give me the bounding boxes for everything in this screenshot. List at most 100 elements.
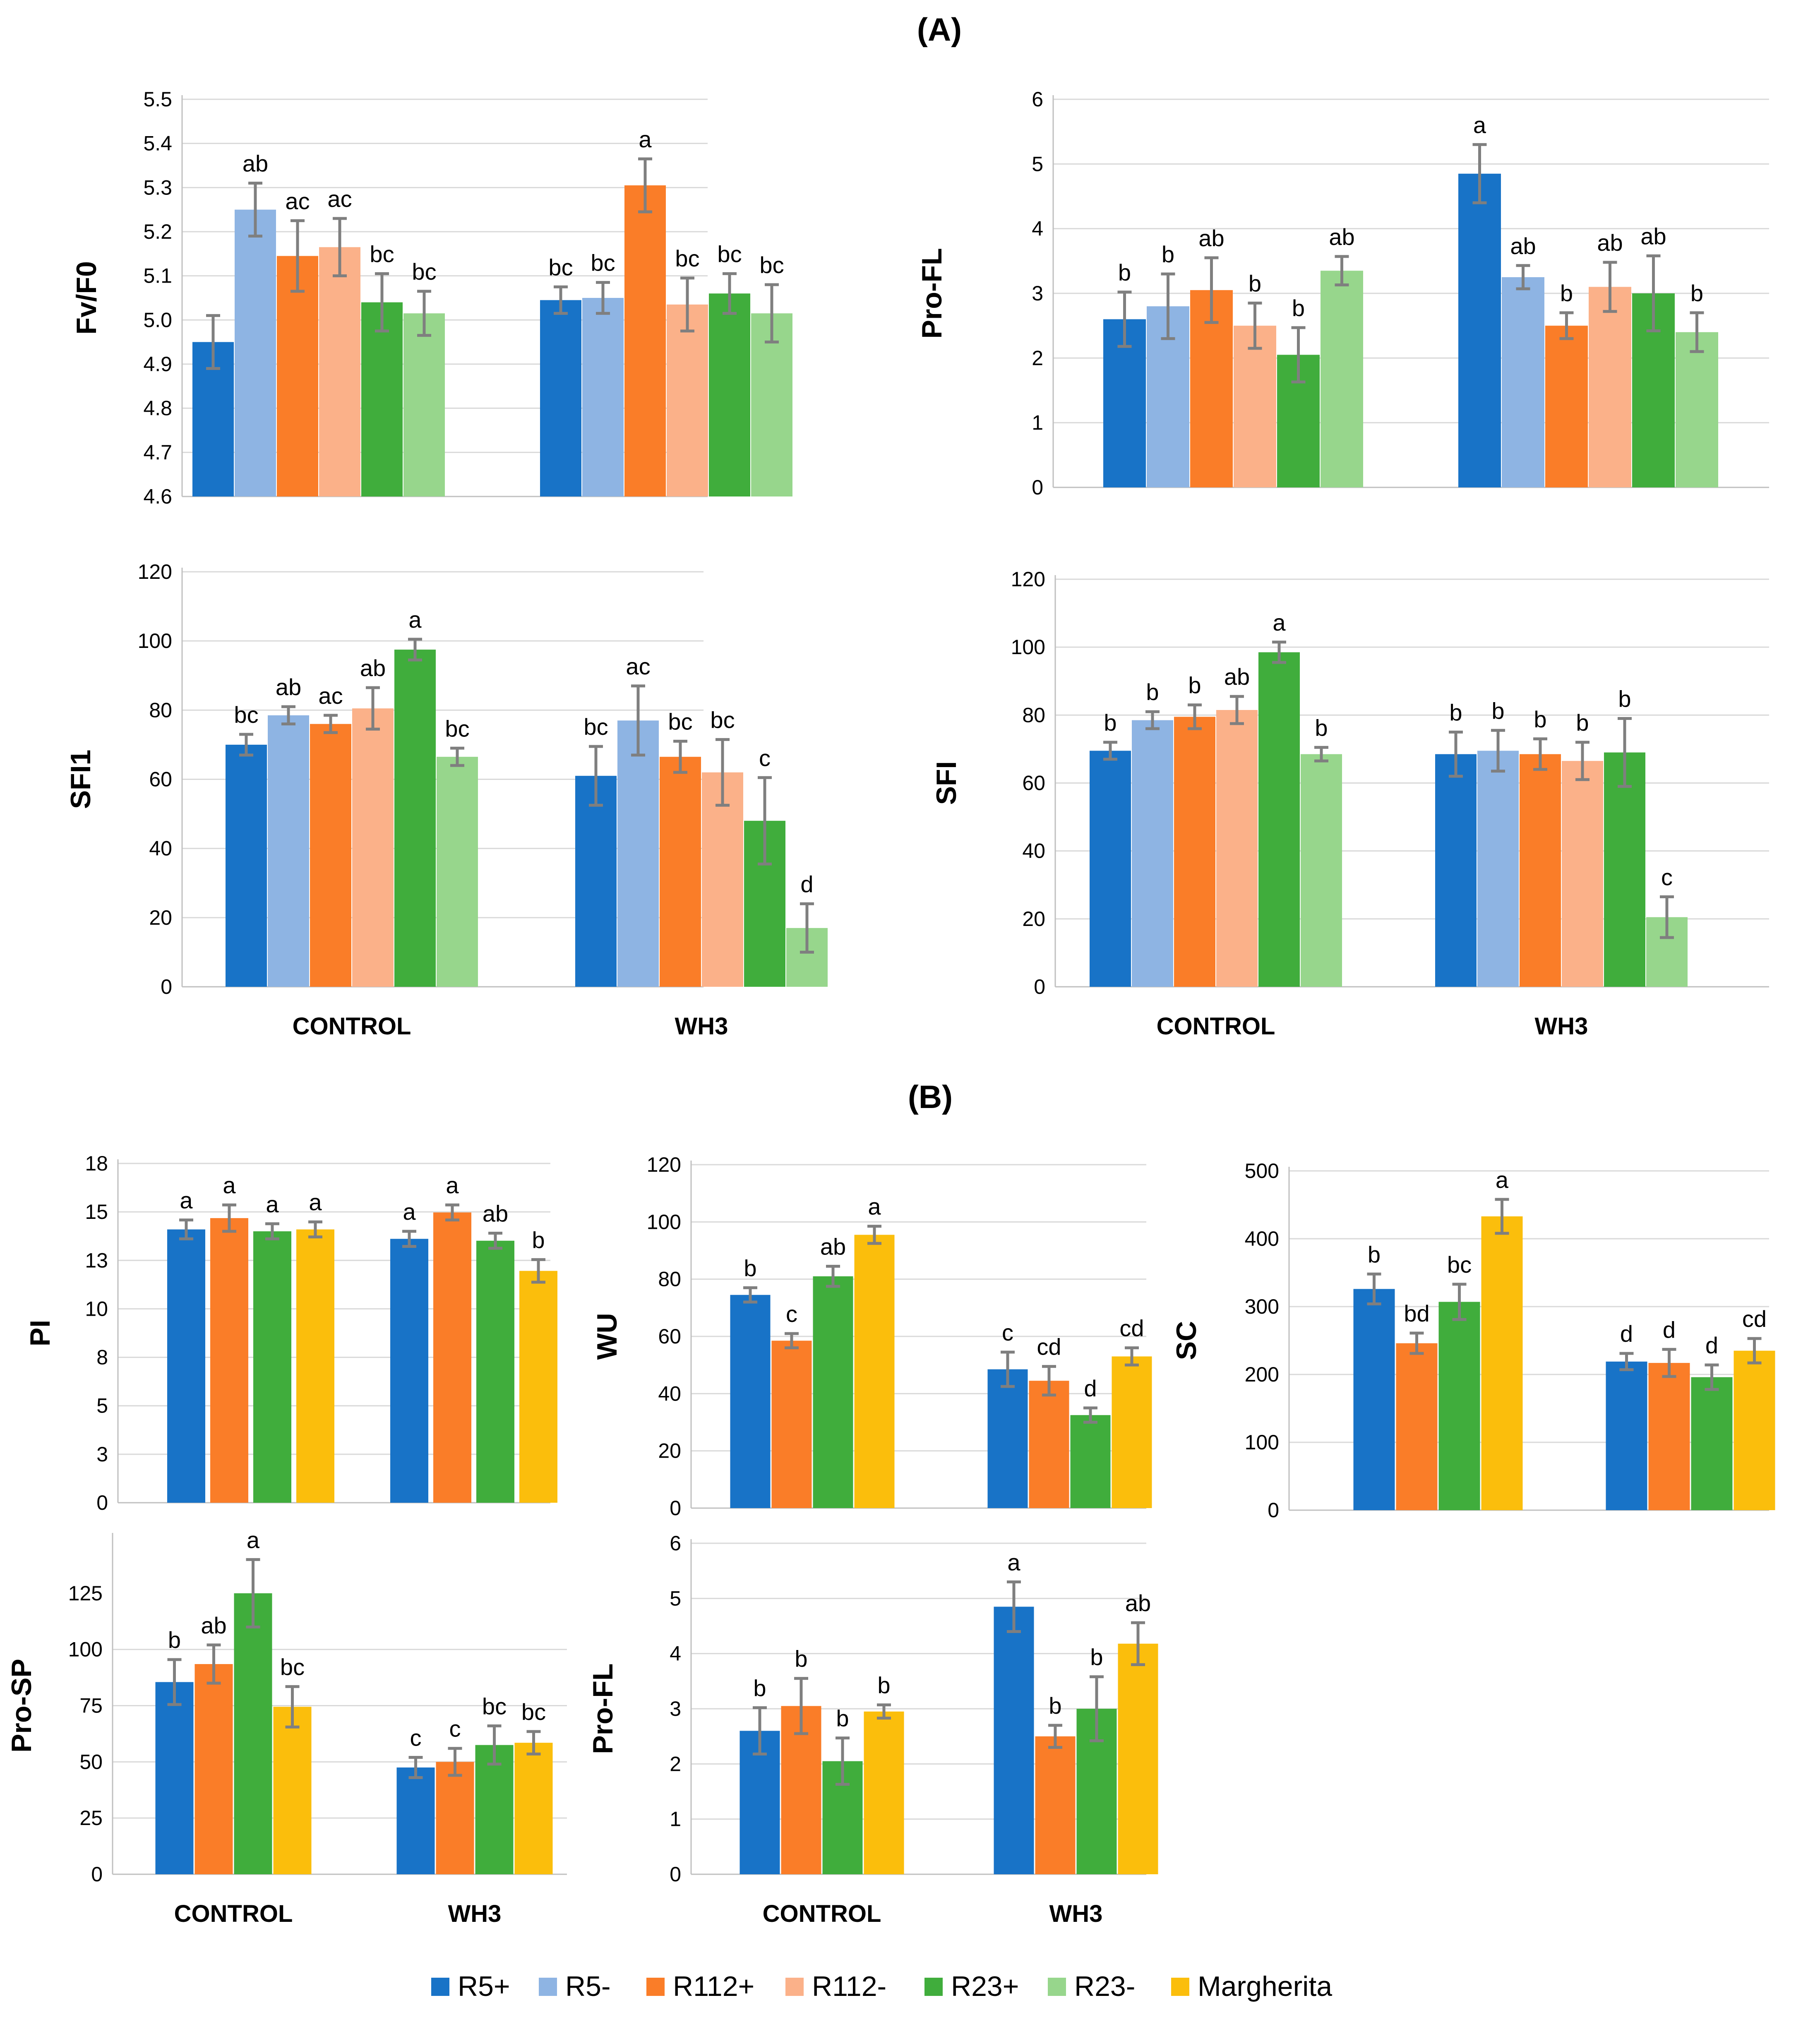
- bar-R5+: [155, 1682, 194, 1874]
- y-tick-label: 0: [1032, 476, 1043, 499]
- y-tick-label: 40: [149, 837, 172, 860]
- significance-label: bc: [591, 250, 615, 276]
- y-tick-label: 25: [79, 1806, 103, 1830]
- bar-R23+: [813, 1276, 853, 1508]
- bar-Margherita: [864, 1711, 904, 1874]
- significance-label: ab: [1510, 233, 1536, 259]
- significance-label: c: [410, 1724, 422, 1751]
- bar-R112+: [210, 1218, 248, 1503]
- y-tick-label: 100: [138, 629, 172, 652]
- y-axis-label: Fv/F0: [71, 261, 102, 335]
- significance-label: ab: [1198, 225, 1224, 251]
- bar-R112-: [352, 708, 394, 987]
- bar-R112+: [433, 1212, 471, 1503]
- charts-group: 4.64.74.84.95.05.15.25.35.45.5Fv/F0 bcabb…: [6, 88, 1775, 1927]
- significance-label: bc: [717, 241, 742, 267]
- bar-R5+: [730, 1295, 771, 1508]
- legend-label: R23+: [951, 1971, 1019, 2002]
- significance-label: ab: [1125, 1590, 1151, 1616]
- bar-R5+: [1435, 754, 1477, 987]
- y-tick-label: 10: [85, 1297, 108, 1320]
- y-tick-label: 80: [658, 1268, 681, 1291]
- y-tick-label: 125: [68, 1582, 103, 1605]
- significance-label: ab: [360, 655, 386, 681]
- bar-R112+: [436, 1762, 474, 1874]
- significance-label: b: [744, 1255, 756, 1281]
- bar-Margherita: [273, 1707, 312, 1874]
- bar-R23-: [1301, 754, 1342, 987]
- y-axis-label: SFI1: [65, 750, 96, 809]
- category-label: WH3: [448, 1900, 502, 1927]
- bar-R5+: [1606, 1361, 1647, 1510]
- bar-R23-: [437, 757, 478, 987]
- significance-label: a: [1496, 1167, 1509, 1193]
- significance-label: b: [753, 1675, 766, 1701]
- significance-label: b: [1292, 295, 1305, 321]
- significance-label: cd: [1037, 1334, 1061, 1360]
- y-tick-label: 120: [647, 1153, 681, 1176]
- significance-label: b: [168, 1627, 181, 1653]
- legend-swatch: [1171, 1978, 1189, 1996]
- y-tick-label: 200: [1245, 1363, 1279, 1386]
- y-tick-label: 5.1: [143, 264, 172, 288]
- significance-label: d: [1084, 1375, 1097, 1401]
- category-label: CONTROL: [1157, 1013, 1275, 1040]
- y-tick-label: 0: [161, 975, 172, 998]
- bar-R5-: [582, 298, 624, 496]
- legend-label: R112+: [673, 1971, 754, 2002]
- bar-Margherita: [854, 1235, 895, 1508]
- bar-R23+: [1258, 652, 1300, 987]
- bar-R23+: [1438, 1302, 1480, 1510]
- significance-label: c: [449, 1716, 461, 1742]
- significance-label: ac: [318, 683, 343, 709]
- bar-R112+: [771, 1341, 812, 1508]
- y-tick-label: 20: [658, 1439, 681, 1463]
- y-tick-label: 0: [670, 1863, 681, 1886]
- bar-R23-: [403, 313, 445, 496]
- category-label: WH3: [1049, 1900, 1103, 1927]
- bar-R5+: [1090, 751, 1131, 987]
- bar-R23-: [1676, 332, 1718, 487]
- y-tick-label: 100: [1011, 636, 1045, 659]
- bar-R112-: [1234, 326, 1276, 487]
- bar-R112+: [1035, 1736, 1076, 1874]
- bar-Margherita: [1118, 1643, 1158, 1874]
- significance-label: ab: [1597, 230, 1623, 256]
- legend-label: R5+: [458, 1971, 510, 2002]
- y-tick-label: 6: [1032, 88, 1043, 111]
- bar-R112+: [660, 757, 701, 987]
- significance-label: bc: [710, 707, 735, 733]
- significance-label: bc: [445, 715, 469, 741]
- significance-label: b: [1090, 1644, 1103, 1670]
- y-tick-label: 40: [658, 1382, 681, 1405]
- y-tick-label: 80: [149, 698, 172, 722]
- significance-label: a: [446, 1172, 459, 1198]
- y-tick-label: 50: [79, 1750, 103, 1773]
- bar-R112+: [277, 256, 318, 496]
- y-tick-label: 1: [670, 1808, 681, 1831]
- significance-label: bc: [675, 245, 699, 271]
- bar-R23+: [394, 650, 436, 987]
- y-tick-label: 120: [138, 560, 172, 583]
- significance-label: ab: [276, 674, 301, 700]
- significance-label: a: [223, 1172, 236, 1198]
- y-tick-label: 60: [149, 768, 172, 791]
- significance-label: ac: [327, 186, 352, 212]
- significance-label: b: [1249, 270, 1261, 296]
- significance-label: bc: [370, 241, 394, 267]
- significance-label: b: [1618, 686, 1631, 712]
- chart-a-fvf0: 4.6 4.7 4.8 4.9 5.0 5.1 5.2 5.3 5.4 5.5 Fv/F0 bc ab b…: [71, 88, 792, 508]
- bar-R112+: [1396, 1343, 1438, 1510]
- significance-label: ab: [243, 151, 268, 177]
- category-label: CONTROL: [293, 1013, 411, 1040]
- y-tick-label: 5.2: [143, 220, 172, 243]
- y-tick-label: 0: [1268, 1499, 1279, 1522]
- bar-R5+: [987, 1369, 1028, 1508]
- y-tick-label: 18: [85, 1152, 108, 1175]
